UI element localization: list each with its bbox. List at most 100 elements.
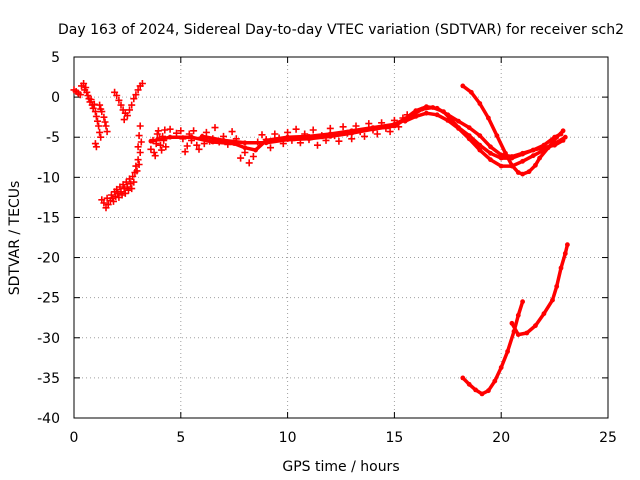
data-point [486, 388, 491, 393]
data-point [516, 170, 521, 175]
y-tick-label: -25 [37, 291, 60, 307]
data-point [537, 156, 542, 161]
data-point [510, 163, 515, 168]
y-tick-label: -5 [46, 130, 60, 146]
data-point [243, 140, 248, 145]
plus-marker [293, 126, 300, 133]
plus-marker [96, 102, 103, 109]
plus-marker [135, 156, 142, 163]
y-tick-label: -30 [37, 331, 60, 347]
data-point [524, 331, 529, 336]
plus-marker [271, 131, 278, 138]
x-tick-labels: 0 5 10 15 20 25 [70, 430, 617, 446]
data-point [499, 365, 504, 370]
data-point [456, 126, 461, 131]
data-point [542, 311, 547, 316]
data-point [516, 332, 521, 337]
plus-marker [137, 123, 144, 130]
data-point [424, 111, 429, 116]
x-tick-label: 15 [385, 430, 403, 446]
plus-marker [250, 153, 257, 160]
plus-marker [374, 131, 381, 138]
y-tick-label: -35 [37, 371, 60, 387]
plus-marker [259, 131, 266, 138]
plus-marker [167, 126, 174, 133]
y-tick-label: -20 [37, 251, 60, 267]
data-point [456, 119, 461, 124]
data-point [563, 251, 568, 256]
plus-marker [94, 118, 101, 125]
data-point [495, 133, 500, 138]
plus-marker [237, 155, 244, 162]
data-point [413, 114, 418, 119]
series-evening-rise-track [463, 86, 563, 174]
plus-marker [162, 143, 169, 150]
data-point [503, 151, 508, 156]
plus-marker [97, 134, 104, 141]
data-point [563, 135, 568, 140]
plus-marker [229, 128, 236, 135]
plus-marker [340, 123, 347, 130]
plus-marker [314, 142, 321, 149]
data-series [71, 80, 570, 396]
data-point [477, 133, 482, 138]
data-point [460, 376, 465, 381]
data-point [520, 172, 525, 177]
data-point [420, 107, 425, 112]
series-lower-track-b [512, 245, 568, 335]
data-point [441, 109, 446, 114]
y-tick-label: -15 [37, 210, 60, 226]
data-point [559, 266, 564, 271]
plus-marker [361, 133, 368, 140]
y-tick-labels: 5 0 -5 -10 -15 -20 -25 -30 -35 -40 [37, 50, 60, 427]
data-point [550, 298, 555, 303]
plus-marker [158, 147, 165, 154]
data-point [533, 163, 538, 168]
plus-marker [348, 135, 355, 142]
plus-marker [104, 128, 111, 135]
plus-marker [267, 144, 274, 151]
sdtvar-chart: 0 5 10 15 20 25 50-5-10-15-20-25-30-35-40 Day… [0, 0, 640, 480]
data-point [520, 152, 525, 157]
data-point [253, 148, 258, 153]
data-point [516, 313, 521, 318]
data-point [492, 379, 497, 384]
x-tick-label: 25 [599, 430, 617, 446]
plus-marker [96, 129, 103, 136]
plus-marker [284, 129, 291, 136]
plus-marker [335, 138, 342, 145]
data-point [542, 143, 547, 148]
y-tick-label: -40 [37, 411, 60, 427]
plus-marker [246, 159, 253, 166]
data-point [546, 145, 551, 150]
data-point [467, 125, 472, 130]
data-point [467, 382, 472, 387]
data-point [554, 135, 559, 140]
data-point [499, 156, 504, 161]
data-point [527, 169, 532, 174]
plus-marker [310, 127, 317, 134]
x-tick-label: 20 [492, 430, 510, 446]
plus-marker [93, 113, 100, 120]
plus-marker [95, 123, 102, 130]
plus-marker [102, 119, 109, 126]
data-point [533, 323, 538, 328]
y-tick-label: -10 [37, 170, 60, 186]
data-point [510, 321, 515, 326]
data-point [480, 392, 485, 397]
data-point [488, 157, 493, 162]
data-point [554, 284, 559, 289]
x-tick-label: 10 [279, 430, 297, 446]
plus-marker [212, 124, 219, 131]
plus-marker [136, 132, 143, 139]
data-point [520, 299, 525, 304]
data-point [477, 101, 482, 106]
data-point [435, 112, 440, 117]
data-point [488, 144, 493, 149]
data-point [499, 164, 504, 169]
plus-marker [241, 149, 248, 156]
data-point [561, 128, 566, 133]
data-point [445, 118, 450, 123]
data-point [505, 349, 510, 354]
y-tick-label: 5 [51, 50, 60, 66]
